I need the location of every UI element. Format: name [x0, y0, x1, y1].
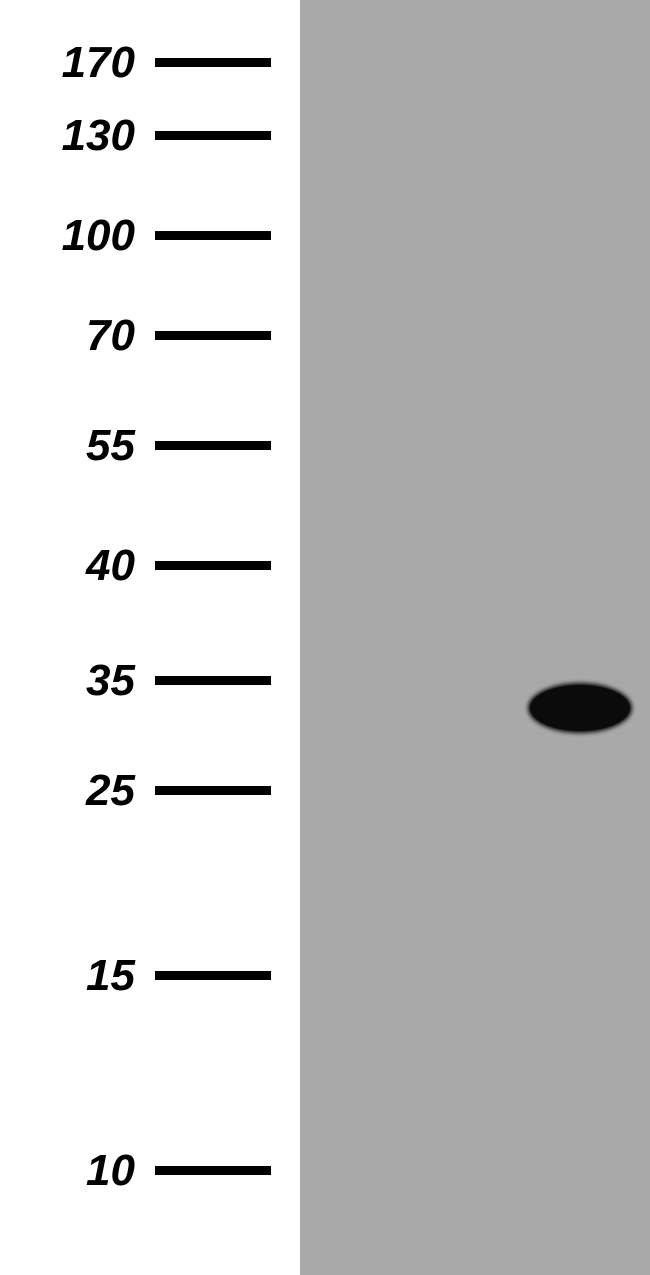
marker-tick: [155, 131, 271, 140]
marker-tick: [155, 231, 271, 240]
marker-label: 25: [15, 766, 135, 816]
primary-band: [530, 685, 630, 731]
marker-tick: [155, 676, 271, 685]
marker-label: 15: [15, 951, 135, 1001]
marker-label: 40: [15, 541, 135, 591]
marker-label: 170: [15, 38, 135, 88]
marker-tick: [155, 786, 271, 795]
marker-tick: [155, 58, 271, 67]
marker-label: 130: [15, 111, 135, 161]
marker-label: 100: [15, 211, 135, 261]
marker-label: 70: [15, 311, 135, 361]
marker-label: 55: [15, 421, 135, 471]
blot-lane: [300, 0, 650, 1275]
marker-tick: [155, 331, 271, 340]
marker-tick: [155, 561, 271, 570]
marker-tick: [155, 971, 271, 980]
marker-tick: [155, 1166, 271, 1175]
marker-label: 10: [15, 1146, 135, 1196]
western-blot-figure: 170 130 100 70 55 40 35 25 15 10: [0, 0, 650, 1275]
marker-label: 35: [15, 656, 135, 706]
marker-tick: [155, 441, 271, 450]
